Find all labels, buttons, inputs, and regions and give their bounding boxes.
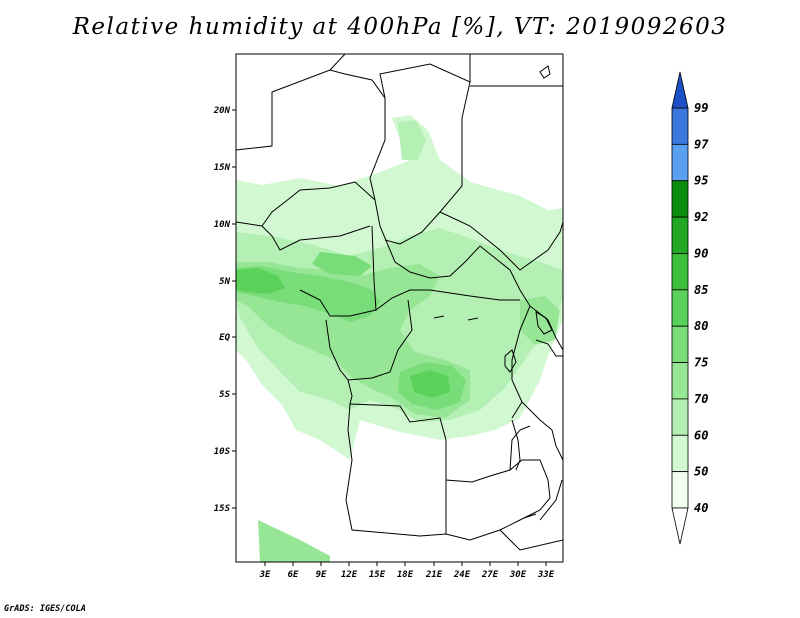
border-line bbox=[261, 225, 371, 251]
humidity-region-wet-bottomleft bbox=[258, 520, 330, 562]
lake-outline bbox=[433, 315, 445, 319]
colorbar-top-arrow bbox=[671, 71, 689, 109]
colorbar-segment bbox=[671, 434, 689, 473]
border-line bbox=[509, 425, 531, 471]
colorbar-bottom-arrow bbox=[671, 507, 689, 545]
coast-line bbox=[539, 65, 551, 79]
lat-tick-label: 20N bbox=[213, 106, 231, 116]
lon-tick-label: 12E bbox=[341, 570, 358, 580]
colorbar-segment bbox=[671, 325, 689, 363]
lake-outline bbox=[511, 419, 521, 471]
border-line bbox=[371, 225, 520, 311]
colorbar-label: 75 bbox=[694, 356, 708, 370]
lon-tick-label: 9E bbox=[316, 570, 327, 580]
colorbar-segment bbox=[671, 107, 689, 145]
border-line bbox=[236, 181, 376, 227]
lat-tick-label: 15N bbox=[214, 163, 231, 173]
lat-axis: 20N 15N 10N 5N EQ 5S 10S 15S bbox=[213, 106, 236, 514]
lat-tick-label: 10N bbox=[214, 220, 231, 230]
border-line bbox=[539, 479, 563, 521]
colorbar-label: 40 bbox=[694, 501, 708, 515]
colorbar-label: 80 bbox=[694, 319, 708, 333]
country-borders bbox=[236, 54, 563, 551]
lon-tick-label: 18E bbox=[397, 570, 414, 580]
lake-outline bbox=[467, 317, 479, 321]
lon-tick-label: 21E bbox=[425, 570, 443, 580]
colorbar-label: 85 bbox=[694, 283, 708, 297]
colorbar-segment bbox=[671, 289, 689, 327]
colorbar-segment bbox=[671, 471, 689, 509]
colorbar-label: 50 bbox=[694, 465, 708, 479]
coast-line bbox=[523, 513, 537, 519]
lon-tick-label: 3E bbox=[259, 570, 271, 580]
humidity-region-wet-mid bbox=[312, 252, 372, 276]
lon-tick-label: 15E bbox=[369, 570, 386, 580]
colorbar-label: 95 bbox=[694, 174, 708, 188]
colorbar-label: 90 bbox=[694, 246, 708, 260]
colorbar-label: 60 bbox=[694, 428, 708, 442]
humidity-shading bbox=[236, 115, 563, 562]
border-line bbox=[439, 211, 563, 271]
humidity-region-very-wet-south bbox=[410, 370, 450, 398]
lon-axis: 3E 6E 9E 12E 15E 18E 21E 24E 27E 30E 33E bbox=[259, 562, 555, 580]
border-line bbox=[379, 54, 471, 99]
lat-tick-label: EQ bbox=[219, 333, 230, 343]
border-line bbox=[535, 339, 563, 357]
border-line bbox=[299, 289, 377, 317]
humidity-region-moist-east bbox=[520, 296, 560, 345]
lon-tick-label: 33E bbox=[537, 570, 555, 580]
lon-tick-label: 6E bbox=[288, 570, 299, 580]
humidity-region-very-wet bbox=[236, 268, 285, 294]
colorbar: 99 97 95 92 90 85 80 75 70 60 50 40 bbox=[671, 71, 709, 545]
credit-text: GrADS: IGES/COLA bbox=[4, 604, 86, 614]
colorbar-segment bbox=[671, 180, 689, 218]
colorbar-label: 92 bbox=[694, 210, 708, 224]
colorbar-segment bbox=[671, 398, 689, 436]
colorbar-segment bbox=[671, 362, 689, 400]
lat-tick-label: 15S bbox=[214, 504, 231, 514]
colorbar-segment bbox=[671, 143, 689, 182]
lat-tick-label: 5N bbox=[219, 277, 230, 287]
border-line bbox=[347, 299, 413, 381]
lon-tick-label: 30E bbox=[509, 570, 527, 580]
lat-tick-label: 5S bbox=[219, 390, 230, 400]
colorbar-label: 70 bbox=[694, 392, 708, 406]
lake-outline bbox=[504, 349, 517, 373]
colorbar-segment bbox=[671, 253, 689, 291]
border-line bbox=[236, 69, 531, 419]
lon-tick-label: 24E bbox=[453, 570, 471, 580]
humidity-region-medium-north bbox=[398, 120, 426, 160]
colorbar-segment bbox=[671, 216, 689, 254]
lake-outline bbox=[535, 311, 553, 335]
map-frame bbox=[235, 53, 564, 563]
lat-tick-label: 10S bbox=[214, 447, 231, 457]
border-line bbox=[345, 403, 563, 551]
map-title: Relative humidity at 400hPa [%], VT: 201… bbox=[72, 14, 728, 40]
border-line bbox=[521, 401, 563, 461]
colorbar-label: 99 bbox=[694, 101, 708, 115]
lon-tick-label: 27E bbox=[481, 570, 499, 580]
colorbar-label: 97 bbox=[694, 137, 709, 151]
border-line bbox=[329, 54, 346, 71]
